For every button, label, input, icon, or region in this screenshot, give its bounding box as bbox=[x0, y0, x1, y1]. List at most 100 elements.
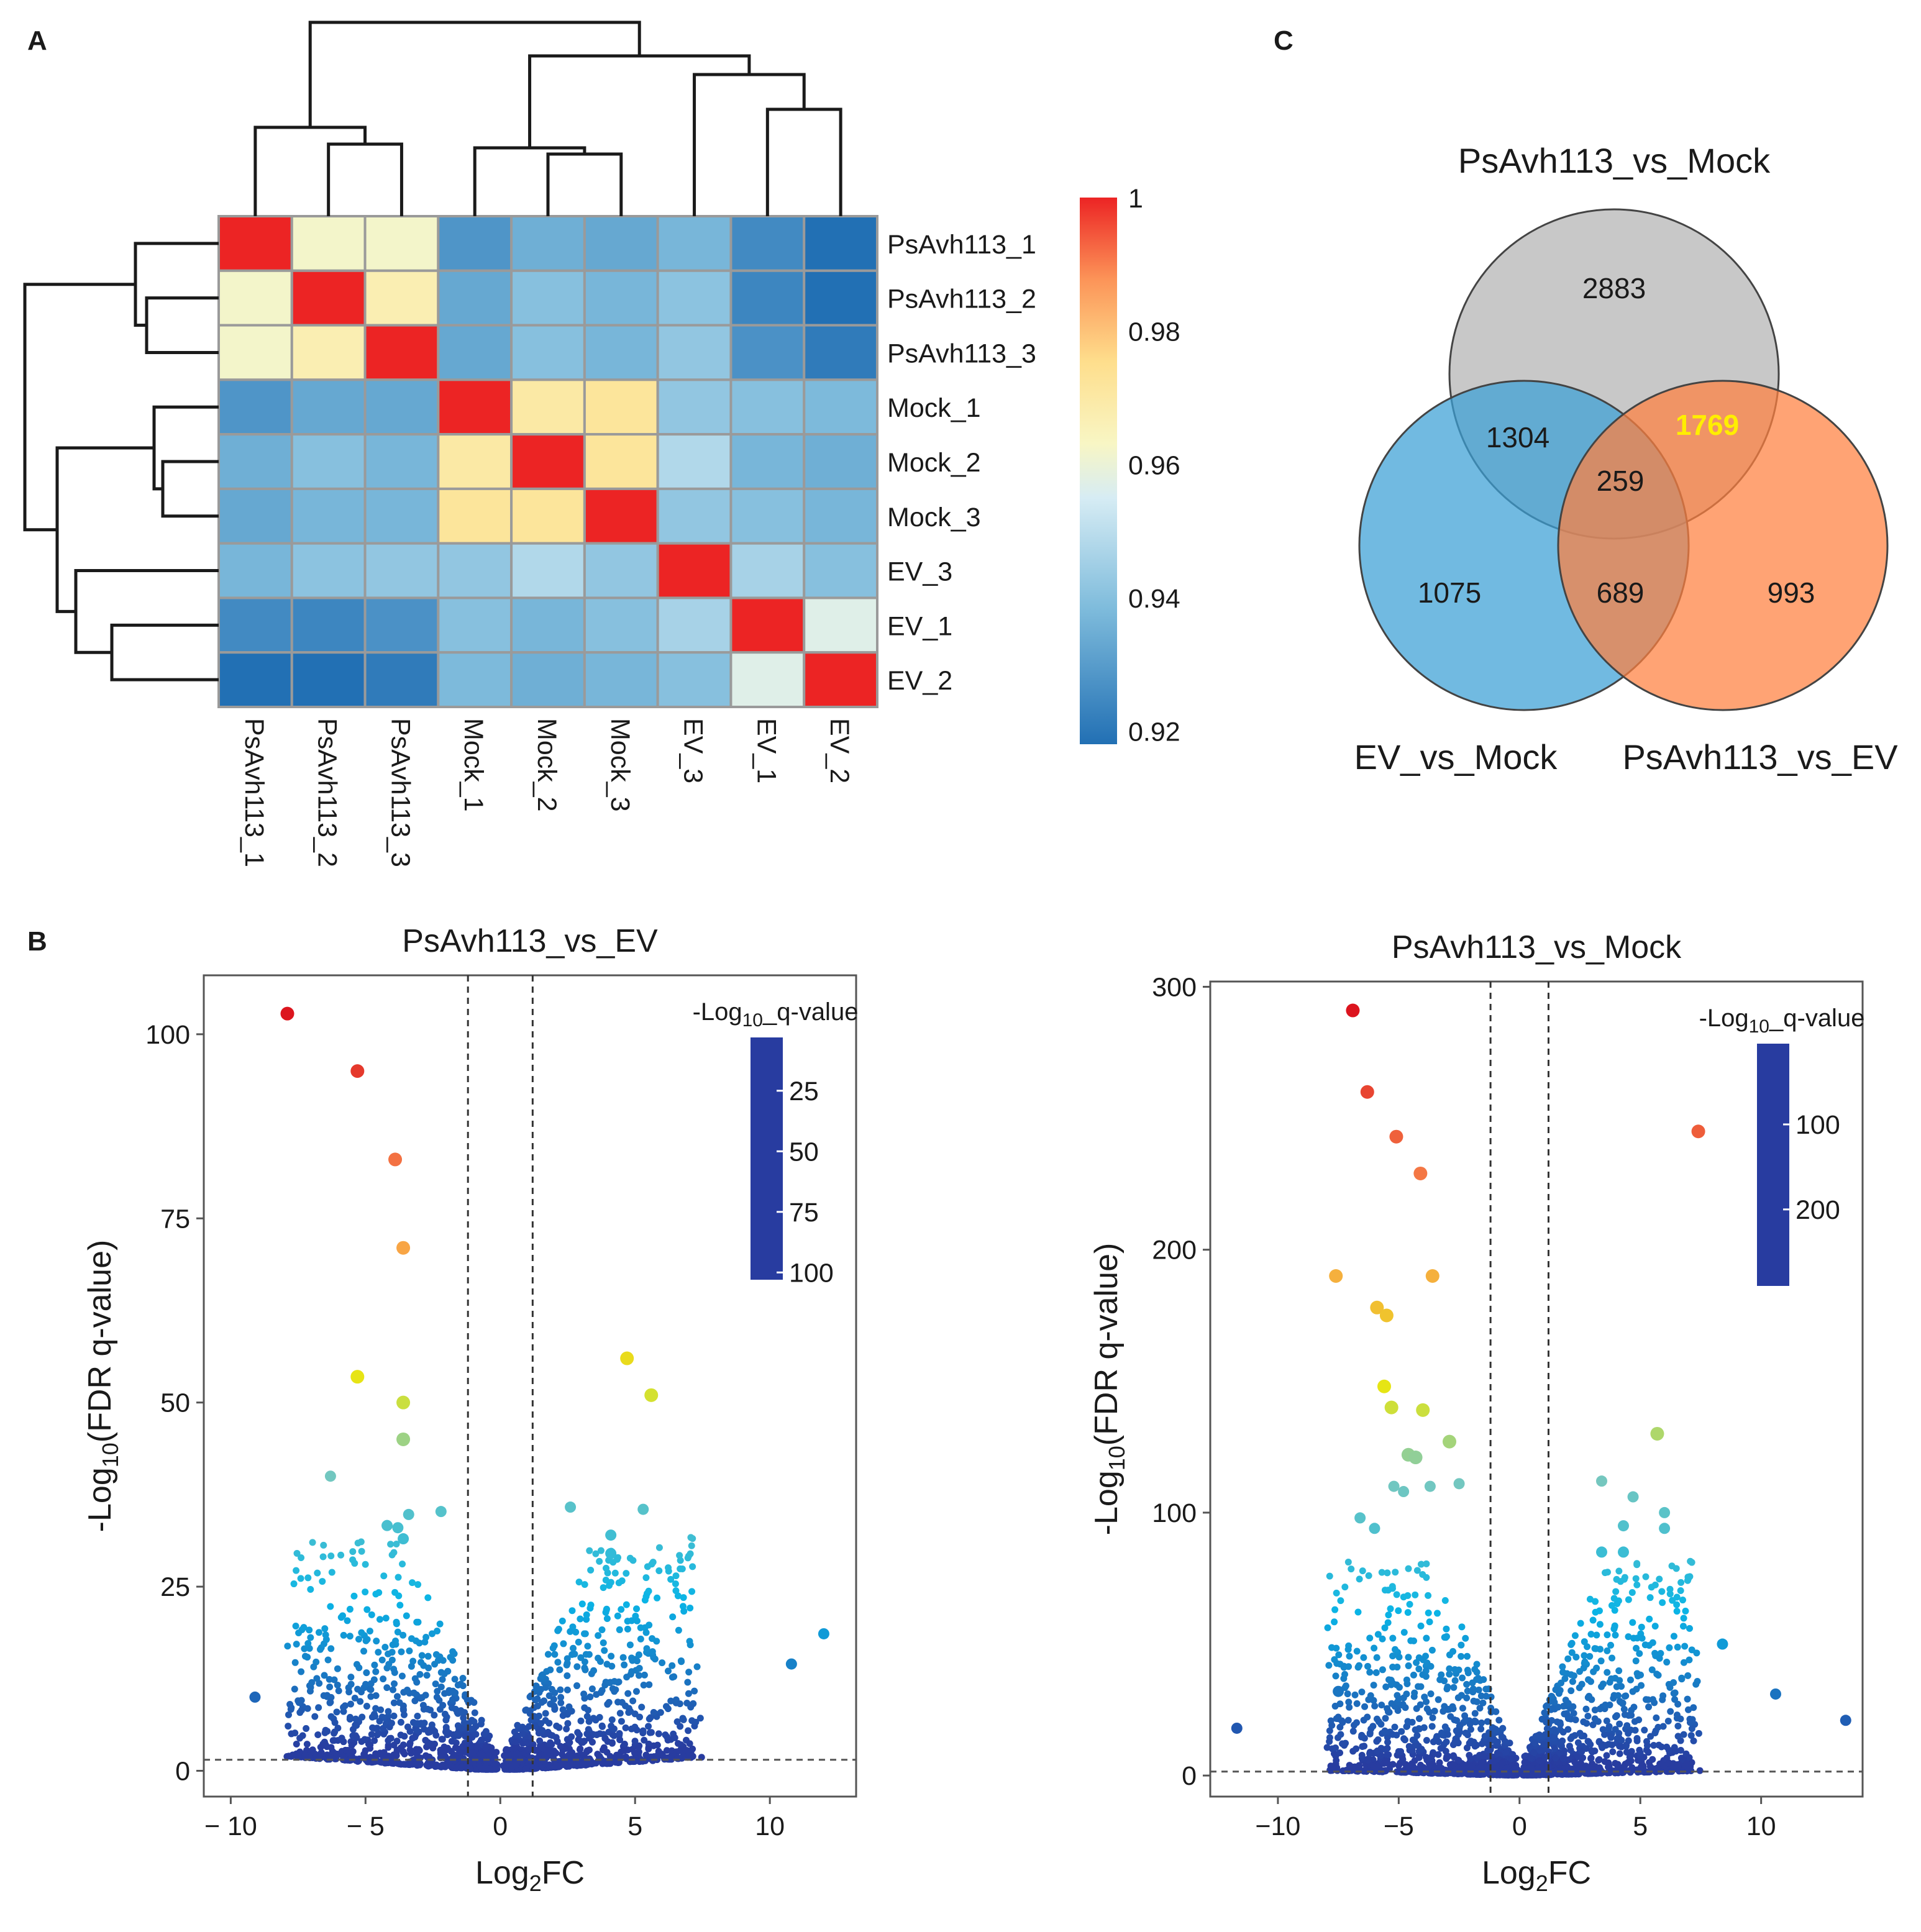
legend-title: -Log10_q-value bbox=[1699, 1005, 1865, 1037]
scatter-point bbox=[1436, 1759, 1443, 1766]
scatter-point bbox=[635, 1672, 642, 1679]
heatmap-cell bbox=[729, 542, 806, 599]
heatmap-cell bbox=[803, 433, 878, 490]
scatter-point bbox=[1446, 1665, 1453, 1672]
scatter-point bbox=[385, 1744, 392, 1751]
scatter-point bbox=[1599, 1741, 1606, 1748]
scatter-point bbox=[564, 1672, 571, 1679]
scatter-point bbox=[659, 1659, 666, 1667]
heatmap-cell bbox=[656, 215, 732, 272]
scatter-point bbox=[1686, 1573, 1694, 1580]
plot-area bbox=[1209, 980, 1864, 1798]
scatter-point bbox=[645, 1745, 652, 1752]
scatter-point bbox=[390, 1549, 398, 1556]
highlighted-point bbox=[644, 1388, 659, 1402]
scatter-point bbox=[394, 1693, 401, 1700]
scatter-point bbox=[387, 1541, 395, 1548]
scatter-point bbox=[397, 1718, 404, 1726]
scatter-point bbox=[611, 1688, 618, 1695]
scatter-point bbox=[1540, 1741, 1548, 1748]
heatmap-cell bbox=[363, 433, 440, 490]
scatter-point bbox=[618, 1606, 625, 1613]
heatmap-cell bbox=[437, 542, 513, 599]
scatter-point bbox=[1413, 1732, 1421, 1739]
scatter-point bbox=[1559, 1737, 1566, 1744]
scatter-point bbox=[691, 1687, 698, 1695]
colorbar-bar bbox=[1080, 198, 1117, 744]
scatter-point bbox=[602, 1577, 609, 1584]
scatter-point bbox=[600, 1584, 607, 1592]
scatter-point bbox=[406, 1647, 413, 1655]
scatter-point bbox=[385, 1752, 392, 1760]
scatter-point bbox=[366, 1628, 373, 1635]
scatter-point bbox=[1680, 1731, 1687, 1738]
scatter-point bbox=[615, 1579, 623, 1587]
scatter-point bbox=[613, 1556, 621, 1563]
scatter-point bbox=[639, 1727, 647, 1734]
highlighted-point bbox=[1425, 1269, 1440, 1283]
scatter-point bbox=[1680, 1615, 1687, 1622]
scatter-point bbox=[1407, 1637, 1415, 1644]
scatter-point bbox=[1423, 1634, 1430, 1642]
scatter-point bbox=[1423, 1560, 1430, 1567]
heatmap-cell bbox=[510, 269, 586, 327]
scatter-point bbox=[1382, 1767, 1389, 1774]
scatter-point bbox=[1670, 1633, 1677, 1640]
scatter-point bbox=[1646, 1594, 1654, 1602]
scatter-point bbox=[1464, 1687, 1471, 1695]
scatter-point bbox=[1671, 1689, 1679, 1697]
scatter-point bbox=[1649, 1696, 1656, 1703]
highlighted-point bbox=[1717, 1638, 1728, 1650]
heatmap-cell bbox=[510, 378, 586, 436]
heatmap-panel: PsAvh113_1 PsAvh113_2 PsAvh113_3 Mock_1 Mock… bbox=[23, 21, 1180, 867]
scatter-point bbox=[1449, 1760, 1456, 1767]
scatter-point bbox=[1366, 1634, 1374, 1642]
scatter-point bbox=[454, 1708, 461, 1716]
scatter-point bbox=[1454, 1756, 1462, 1764]
scatter-point bbox=[1543, 1702, 1551, 1710]
scatter-point bbox=[357, 1698, 364, 1705]
legend-colorbar bbox=[751, 1037, 783, 1280]
scatter-point bbox=[693, 1663, 701, 1670]
scatter-point bbox=[600, 1758, 607, 1766]
scatter-point bbox=[292, 1623, 299, 1630]
scatter-point bbox=[522, 1765, 530, 1772]
scatter-point bbox=[423, 1672, 431, 1679]
scatter-point bbox=[1477, 1725, 1485, 1733]
scatter-point bbox=[1421, 1693, 1428, 1701]
venn-diagram: PsAvh113_vs_Mock EV_vs_Mock PsAvh113_vs_EV… bbox=[1354, 141, 1899, 777]
scatter-point bbox=[1371, 1644, 1378, 1652]
scatter-point bbox=[614, 1612, 621, 1620]
heatmap-cell bbox=[290, 433, 367, 490]
highlighted-point bbox=[565, 1501, 577, 1513]
scatter-point bbox=[358, 1713, 366, 1721]
heatmap-cell bbox=[290, 215, 367, 272]
scatter-point bbox=[388, 1720, 395, 1727]
highlighted-point bbox=[620, 1351, 634, 1365]
scatter-point bbox=[1594, 1768, 1602, 1775]
scatter-point bbox=[1666, 1644, 1673, 1651]
scatter-point bbox=[1403, 1723, 1410, 1730]
scatter-point bbox=[321, 1672, 328, 1679]
scatter-point bbox=[1417, 1701, 1424, 1708]
scatter-point bbox=[482, 1728, 490, 1735]
scatter-point bbox=[1412, 1591, 1419, 1598]
scatter-point bbox=[640, 1682, 647, 1689]
scatter-point bbox=[539, 1744, 546, 1752]
scatter-point bbox=[362, 1637, 370, 1644]
heatmap-cell bbox=[656, 324, 732, 381]
scatter-point bbox=[619, 1654, 627, 1661]
scatter-point bbox=[1341, 1670, 1349, 1678]
scatter-point bbox=[510, 1744, 518, 1752]
scatter-point bbox=[611, 1569, 619, 1577]
heatmap-cell bbox=[803, 215, 878, 272]
scatter-point bbox=[1507, 1769, 1514, 1777]
scatter-point bbox=[1331, 1606, 1339, 1613]
scatter-point bbox=[1569, 1733, 1576, 1741]
scatter-point bbox=[1645, 1703, 1653, 1711]
scatter-point bbox=[1604, 1631, 1611, 1639]
scatter-point bbox=[1580, 1718, 1587, 1726]
heatmap-cell bbox=[217, 269, 293, 327]
scatter-point bbox=[1682, 1607, 1689, 1615]
scatter-point bbox=[1412, 1741, 1419, 1749]
